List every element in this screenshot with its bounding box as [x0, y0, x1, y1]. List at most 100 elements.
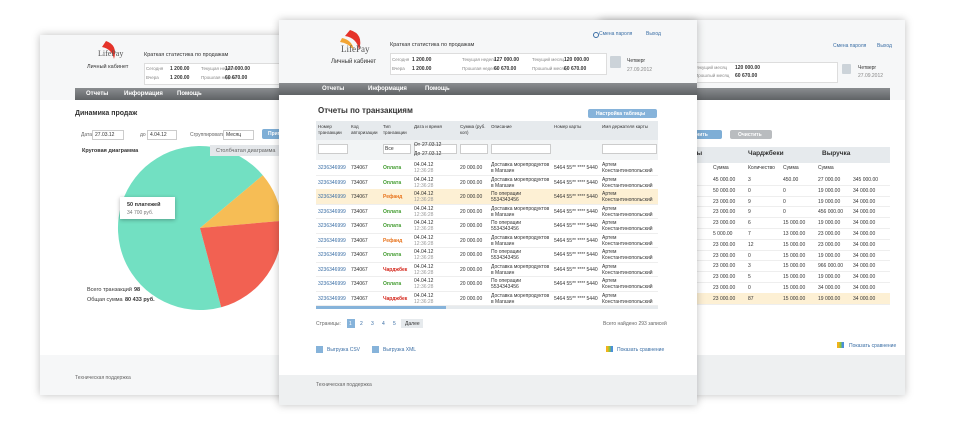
- subtitle: Личный кабинет: [87, 64, 129, 70]
- page-link[interactable]: 2: [360, 321, 363, 327]
- cell: 12: [748, 241, 754, 248]
- footer-link[interactable]: Техническая поддержка: [316, 382, 372, 388]
- cell: 13 000.00: [783, 231, 806, 237]
- link[interactable]: Смена пароля: [833, 43, 867, 49]
- cell: Доставка морепродуктов в Магазин: [491, 205, 550, 218]
- column-header: Сумма (руб. коп): [460, 124, 486, 135]
- cell: 34 000.00: [853, 274, 876, 281]
- column-header: Код авторизации: [351, 124, 378, 135]
- cell: 04.04.12: [414, 249, 434, 255]
- link[interactable]: Выгрузка CSV: [327, 347, 361, 353]
- nav-item[interactable]: Помощь: [425, 86, 450, 92]
- transaction-type: Оплата: [383, 252, 402, 258]
- input-value[interactable]: 27.03.12: [422, 142, 442, 148]
- page-link[interactable]: Далее: [405, 321, 420, 327]
- transaction-link[interactable]: 3236346999: [318, 165, 346, 171]
- nav-item[interactable]: Помощь: [177, 91, 202, 97]
- cell: 345 000.00: [853, 177, 879, 183]
- page-link[interactable]: 1: [349, 321, 352, 327]
- link[interactable]: Выход: [877, 43, 892, 49]
- input-value[interactable]: 4.04.12: [150, 132, 167, 138]
- transaction-link[interactable]: 3236346999: [318, 252, 346, 258]
- cell: 5464 55** **** 5440: [554, 165, 598, 171]
- table-row: [316, 204, 658, 219]
- link[interactable]: Выход: [646, 31, 661, 37]
- page-link[interactable]: 5: [393, 321, 396, 327]
- link[interactable]: Выгрузка XML: [383, 347, 417, 353]
- cell: 734067: [351, 208, 368, 215]
- cell: 34 000.00: [853, 241, 876, 248]
- transaction-link[interactable]: 3236346999: [318, 237, 346, 244]
- cell: 12:36:28: [414, 298, 434, 305]
- nav-item[interactable]: Информация: [124, 91, 163, 97]
- transaction-type: Чарджбек: [383, 266, 408, 273]
- tooltip: [120, 197, 175, 219]
- transaction-link[interactable]: 3236346999: [318, 208, 346, 215]
- cell: 3: [748, 263, 751, 270]
- transaction-link[interactable]: 3236346999: [318, 281, 346, 287]
- input: [147, 130, 177, 140]
- transaction-link[interactable]: 3236346999: [318, 223, 346, 229]
- transaction-link[interactable]: 3236346999: [318, 266, 346, 273]
- nav-item[interactable]: Отчеты: [322, 86, 345, 92]
- cell: 23 000.00: [713, 263, 736, 270]
- tab-label[interactable]: Столбчатая диаграмма: [216, 148, 276, 154]
- cell: 12:36:28: [414, 182, 434, 189]
- cell: Артем Константинопольский: [602, 292, 653, 305]
- date: 27.09.2012: [627, 67, 653, 73]
- cell: 20 000.00: [460, 237, 483, 244]
- page-link[interactable]: 4: [382, 321, 385, 327]
- table-row: [316, 247, 658, 263]
- page-link[interactable]: 3: [371, 321, 374, 327]
- transaction-type: Рефанд: [383, 237, 403, 244]
- nav-item[interactable]: Отчеты: [86, 91, 109, 97]
- tab: [210, 145, 300, 156]
- footer-link[interactable]: Техническая поддержка: [75, 375, 131, 381]
- cell: 34 000.00: [853, 209, 876, 216]
- table-row: [316, 160, 658, 176]
- cell: 23 000.00: [713, 241, 736, 248]
- table-row: [600, 292, 890, 305]
- subtitle: Личный кабинет: [331, 59, 377, 65]
- link[interactable]: Смена пароля: [599, 31, 633, 37]
- column-header: Количество: [748, 165, 775, 171]
- transaction-type: Оплата: [383, 179, 402, 186]
- cell: Артем Константинопольский: [602, 205, 653, 218]
- cell: 34 000.00: [853, 198, 876, 205]
- stat-label: Текущая неделя: [201, 66, 236, 71]
- transaction-type: Оплата: [383, 281, 402, 287]
- tab-label[interactable]: Круговая диаграмма: [82, 148, 139, 154]
- select-value[interactable]: Месяц: [226, 132, 242, 138]
- stat-label: Текущая неделя: [462, 57, 497, 62]
- transaction-link[interactable]: 3236346999: [318, 179, 346, 186]
- table-row: [316, 218, 658, 234]
- cell: 15 000.00: [783, 274, 806, 281]
- cell: Доставка морепродуктов в Магазин: [491, 292, 550, 305]
- transaction-link[interactable]: 3236346999: [318, 295, 346, 302]
- input: [92, 130, 124, 140]
- stat-value: 120 000.00: [564, 57, 590, 63]
- stat-label: Вчера: [392, 66, 405, 71]
- icon: [316, 346, 323, 353]
- nav-item[interactable]: Информация: [368, 86, 407, 92]
- cell: Артем Константинопольский: [602, 220, 653, 232]
- pie-slice: [200, 175, 282, 228]
- center-window: LifePay Личный кабинет Краткая статистика …: [279, 20, 697, 405]
- column-header: Дата и время: [414, 124, 442, 129]
- select-value[interactable]: Все: [385, 146, 394, 152]
- cell: 23 000.00: [818, 241, 841, 248]
- stat-label: Вчера: [146, 75, 159, 80]
- transaction-link[interactable]: 3236346999: [318, 194, 346, 200]
- input-value[interactable]: 27.03.12: [95, 132, 115, 138]
- logo: LifePay: [341, 44, 370, 54]
- button-label[interactable]: Настройка таблицы: [596, 111, 646, 117]
- cell: 0: [783, 209, 786, 216]
- icon: [372, 346, 379, 353]
- stat-label: Текущий месяц: [532, 57, 565, 62]
- link[interactable]: Показать сравнение: [849, 343, 897, 349]
- button-label[interactable]: Очистить: [738, 132, 762, 138]
- input-value[interactable]: 27.03.12: [422, 151, 442, 157]
- link[interactable]: Показать сравнение: [617, 347, 665, 353]
- total-value: 80 433 руб.: [125, 297, 155, 303]
- button: [588, 109, 657, 118]
